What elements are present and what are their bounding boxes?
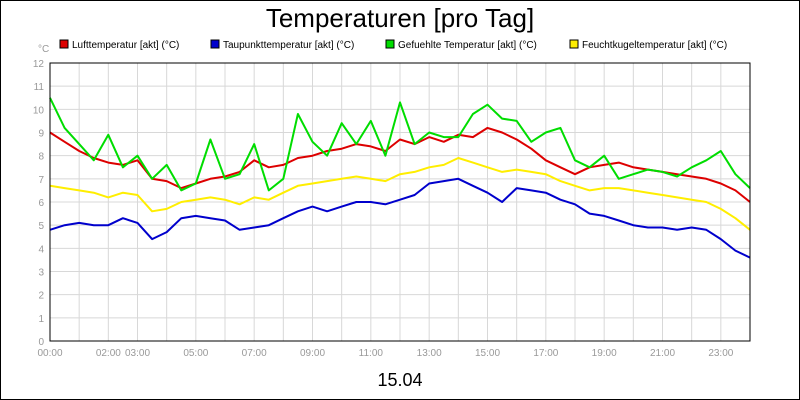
legend-swatch-2	[385, 39, 395, 49]
x-tick-label: 00:00	[37, 348, 62, 359]
x-tick-label: 13:00	[417, 348, 442, 359]
y-tick-label: 11	[34, 82, 45, 93]
legend-label-0: Lufttemperatur [akt] (°C)	[72, 40, 179, 51]
x-tick-label: 02:00	[96, 348, 121, 359]
series-line-1	[49, 177, 751, 259]
legend-label-3: Feuchtkugeltemperatur [akt] (°C)	[582, 40, 727, 51]
legend-swatch-0	[59, 39, 69, 49]
series-line-0	[49, 126, 751, 203]
y-tick-label: 9	[38, 129, 44, 140]
y-tick-label: 2	[38, 291, 44, 302]
y-tick-label: 5	[38, 221, 44, 232]
x-tick-label: 03:00	[125, 348, 150, 359]
date-label: 15.04	[377, 370, 422, 390]
y-tick-label: 4	[38, 244, 44, 255]
chart-title: Temperaturen [pro Tag]	[266, 3, 534, 33]
x-tick-label: 15:00	[475, 348, 500, 359]
x-tick-label: 19:00	[592, 348, 617, 359]
x-tick-label: 09:00	[300, 348, 325, 359]
legend: Lufttemperatur [akt] (°C) Taupunkttempera…	[59, 39, 727, 51]
y-tick-label: 0	[38, 337, 44, 348]
y-tick-label: 8	[38, 152, 44, 163]
y-axis-unit: °C	[38, 44, 49, 55]
legend-swatch-1	[210, 39, 220, 49]
y-tick-label: 1	[38, 314, 44, 325]
x-tick-label: 07:00	[242, 348, 267, 359]
series-line-2	[49, 97, 751, 192]
x-tick-label: 11:00	[359, 348, 384, 359]
y-tick-label: 10	[33, 105, 45, 116]
legend-swatch-3	[569, 39, 579, 49]
plot-border	[49, 62, 751, 342]
y-tick-label: 12	[33, 59, 45, 70]
legend-label-1: Taupunkttemperatur [akt] (°C)	[223, 40, 354, 51]
series-line-3	[49, 157, 751, 231]
x-tick-label: 17:00	[533, 348, 558, 359]
legend-label-2: Gefuehlte Temperatur [akt] (°C)	[398, 40, 537, 51]
y-tick-label: 7	[38, 175, 44, 186]
x-tick-label: 05:00	[183, 348, 208, 359]
y-tick-label: 6	[38, 198, 44, 209]
x-tick-label: 21:00	[650, 348, 675, 359]
y-tick-label: 3	[38, 268, 44, 279]
x-tick-label: 23:00	[708, 348, 733, 359]
